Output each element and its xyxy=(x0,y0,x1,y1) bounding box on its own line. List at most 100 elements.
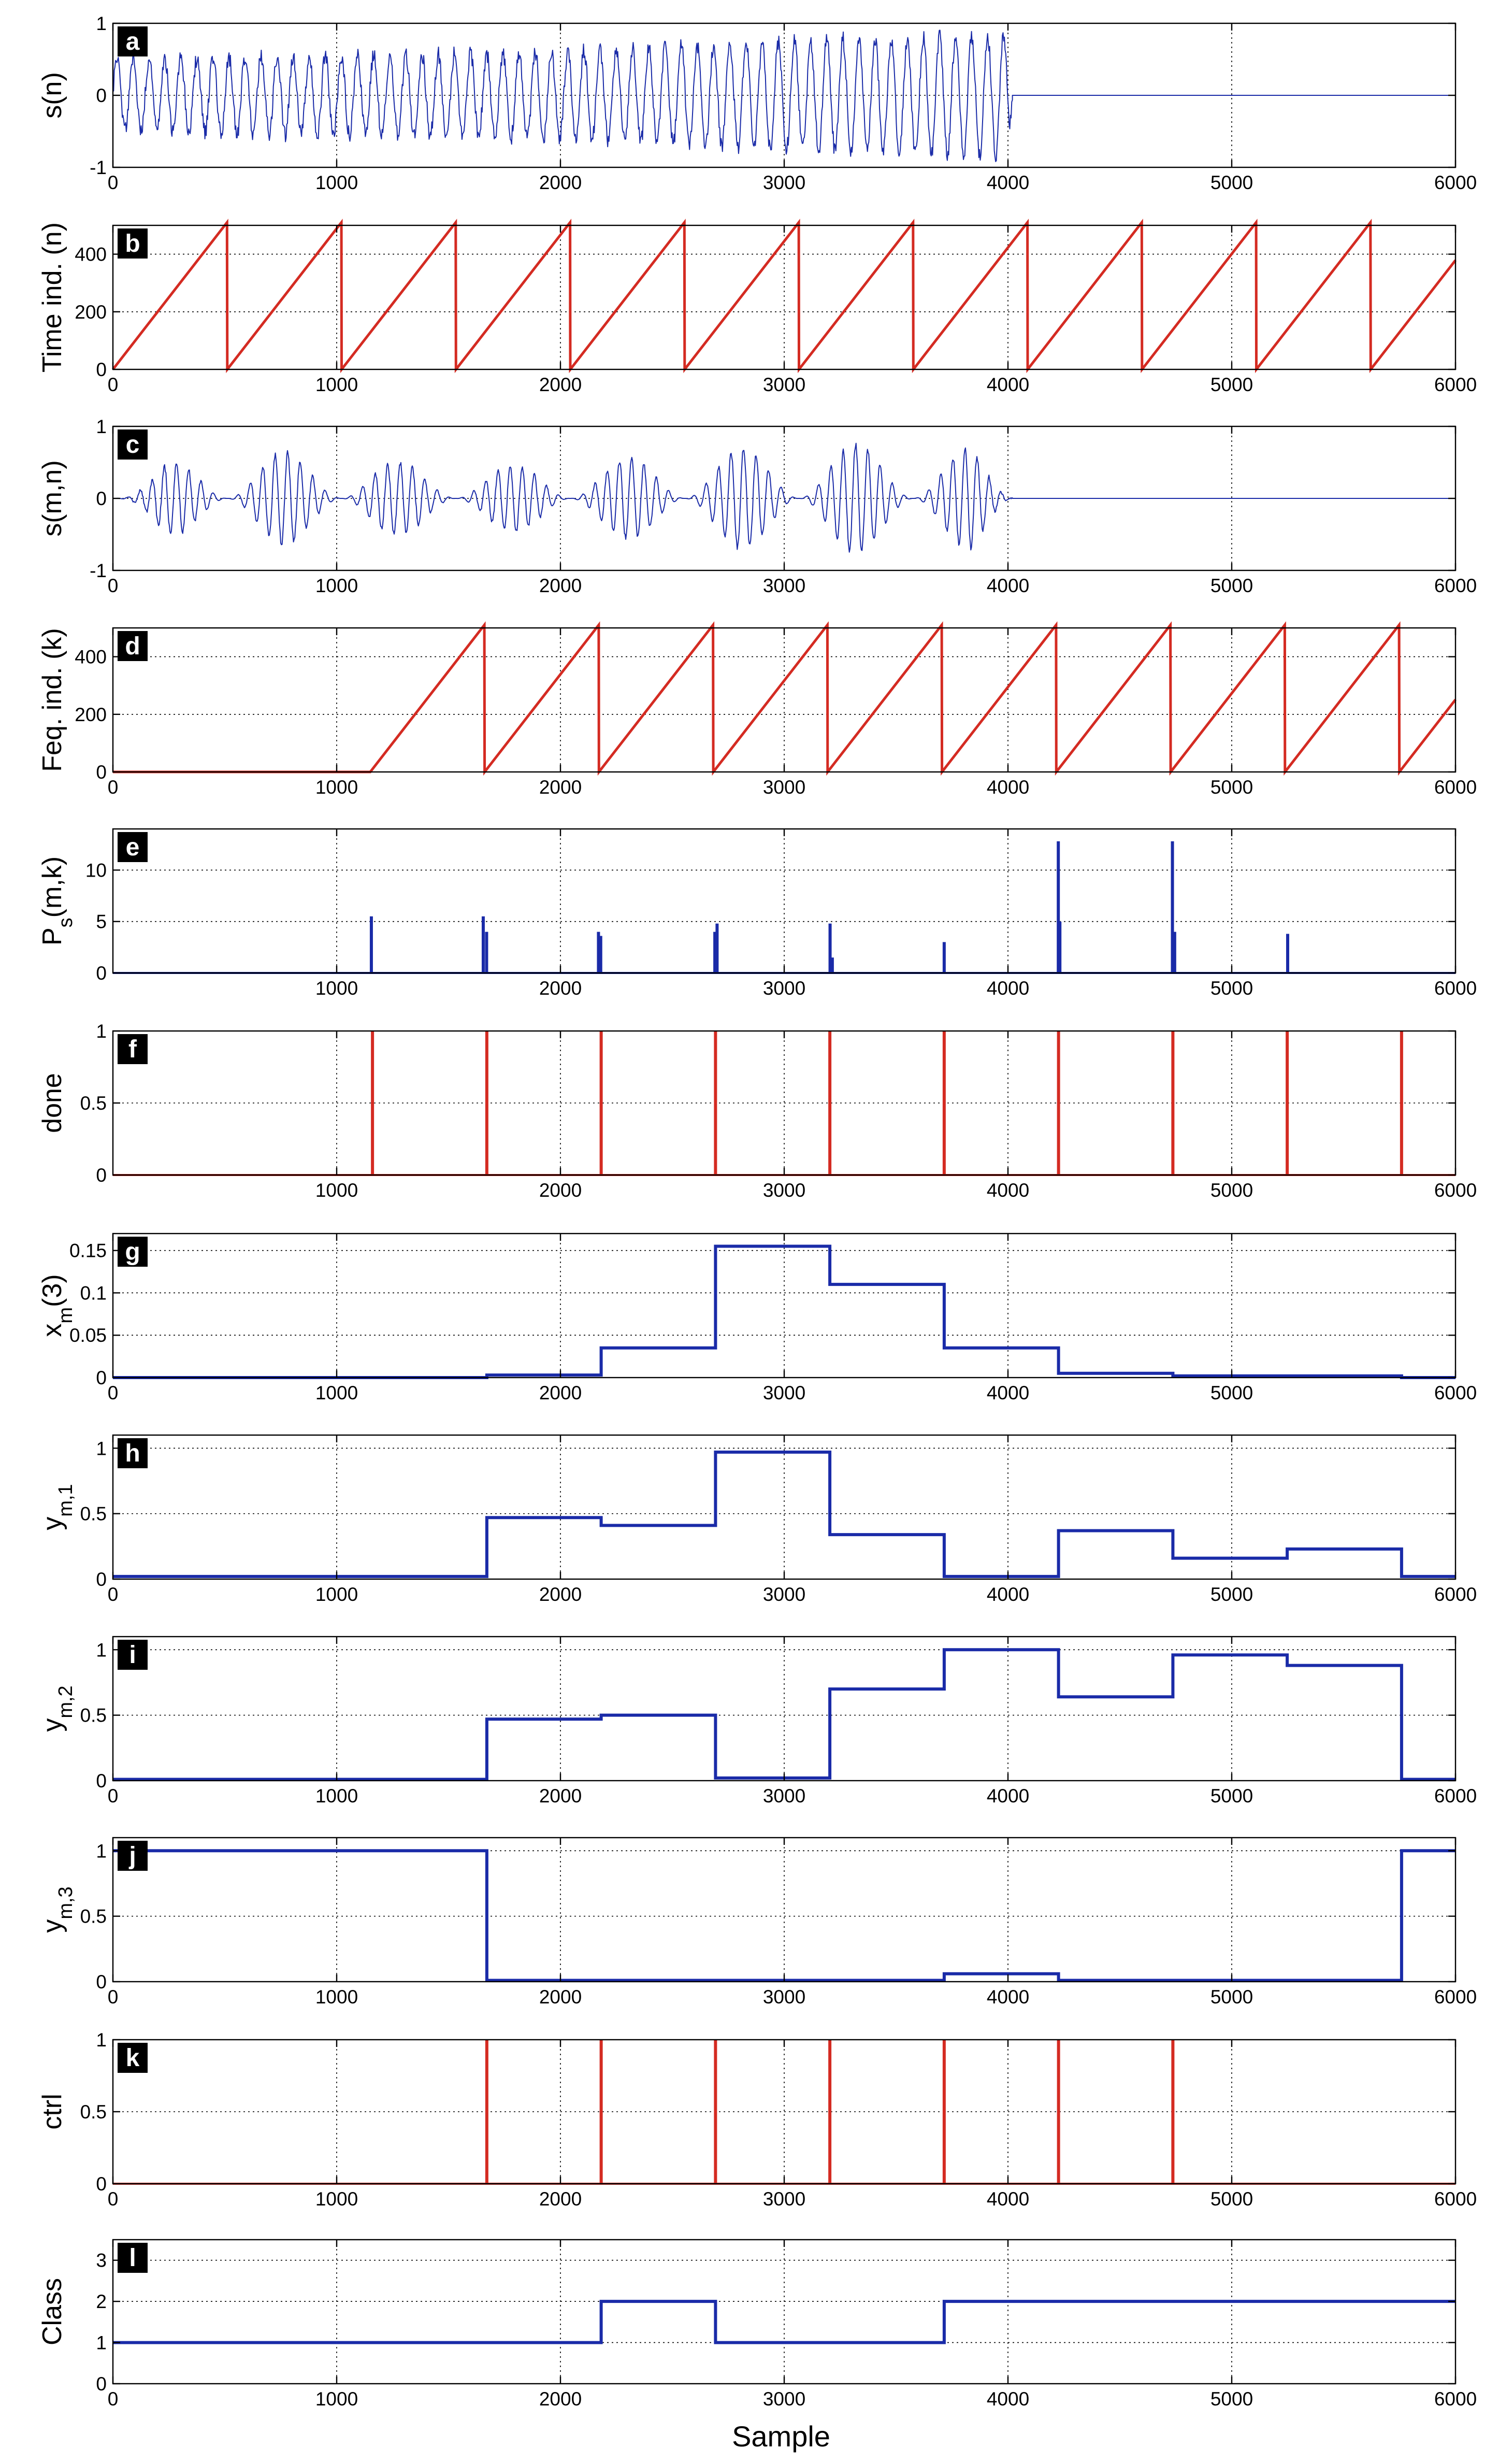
panel-d: 0 1000 2000 3000 4000 5000 6000 0 200 400 Feq. ind… xyxy=(37,621,1477,798)
step-line-i xyxy=(113,1648,1455,1781)
x-tick-label-a: 2000 xyxy=(539,172,582,193)
y-tick-label-e: 10 xyxy=(85,859,107,881)
step-line-j xyxy=(113,1849,1455,1982)
grid-h xyxy=(113,1435,1455,1579)
panel-badge-k xyxy=(118,2043,148,2073)
ticks-c xyxy=(112,425,1457,571)
panel-badge-h xyxy=(118,1438,148,1468)
ticks-l xyxy=(112,2240,1457,2385)
panel-label-f: f xyxy=(128,1036,137,1063)
x-tick-label-f: 6000 xyxy=(1434,1180,1477,1201)
signal-line-c xyxy=(113,442,1455,553)
x-tick-label-c: 0 xyxy=(108,575,119,596)
y-tick-label-d: 400 xyxy=(75,647,107,668)
y-tick-label-i: 1 xyxy=(96,1639,107,1660)
x-tick-label-d: 3000 xyxy=(763,777,805,798)
x-tick-label-a: 5000 xyxy=(1210,172,1253,193)
y-tick-label-b: 200 xyxy=(75,302,107,323)
y-axis-title-k: ctrl xyxy=(37,2094,67,2129)
x-tick-label-a: 6000 xyxy=(1434,172,1477,193)
x-tick-label-c: 6000 xyxy=(1434,575,1477,596)
x-tick-label-d: 5000 xyxy=(1210,777,1253,798)
x-tick-label-b: 4000 xyxy=(987,374,1029,395)
panel-badge-f xyxy=(118,1034,148,1064)
y-tick-label-j: 0 xyxy=(96,1971,107,1993)
series-line-b xyxy=(112,219,1457,374)
panel-badge-e xyxy=(118,832,148,862)
x-tick-label-i: 1000 xyxy=(315,1785,358,1807)
panel-label-b: b xyxy=(125,230,140,257)
y-axis-title-f: done xyxy=(37,1073,67,1133)
panel-f: 1000 2000 3000 4000 5000 6000 0 0.5 1 done f xyxy=(37,1021,1477,1201)
y-tick-label-k: 0 xyxy=(96,2173,107,2195)
x-tick-label-i: 0 xyxy=(108,1785,119,1807)
panel-l: 0 1000 2000 3000 4000 5000 6000 0 1 2 3 Class l xyxy=(37,2239,1477,2410)
x-tick-label-j: 2000 xyxy=(539,1986,582,2008)
x-tick-label-a: 1000 xyxy=(315,172,358,193)
x-tick-label-g: 1000 xyxy=(315,1382,358,1403)
x-tick-label-e: 1000 xyxy=(315,978,358,999)
x-tick-label-f: 4000 xyxy=(987,1180,1029,1201)
x-tick-label-c: 5000 xyxy=(1210,575,1253,596)
x-tick-label-b: 3000 xyxy=(763,374,805,395)
ticks-j xyxy=(112,1838,1457,1983)
x-tick-label-j: 5000 xyxy=(1210,1986,1253,2008)
y-tick-label-a: 0 xyxy=(96,85,107,106)
x-tick-label-b: 0 xyxy=(108,374,119,395)
panel-badge-j xyxy=(118,1841,148,1871)
x-tick-label-k: 1000 xyxy=(315,2188,358,2210)
panel-label-l: l xyxy=(129,2244,136,2272)
y-axis-title-h: ym,1 xyxy=(37,1484,77,1530)
x-tick-label-l: 5000 xyxy=(1210,2388,1253,2410)
y-tick-label-a: -1 xyxy=(90,157,107,178)
ticks-f xyxy=(113,1030,1457,1176)
x-tick-label-a: 3000 xyxy=(763,172,805,193)
panel-k: 0 1000 2000 3000 4000 5000 6000 0 0.5 1 ctrl k xyxy=(37,2029,1477,2210)
y-tick-label-h: 0 xyxy=(96,1569,107,1590)
grid-d xyxy=(113,628,1455,772)
y-tick-label-i: 0 xyxy=(96,1770,107,1792)
x-tick-label-d: 6000 xyxy=(1434,777,1477,798)
x-tick-label-c: 1000 xyxy=(315,575,358,596)
x-tick-label-h: 6000 xyxy=(1434,1584,1477,1605)
grid-f xyxy=(113,1031,1455,1175)
x-tick-label-h: 3000 xyxy=(763,1584,805,1605)
y-tick-label-l: 2 xyxy=(96,2291,107,2312)
x-tick-label-g: 3000 xyxy=(763,1382,805,1403)
x-tick-label-b: 5000 xyxy=(1210,374,1253,395)
y-axis-title-a: s(n) xyxy=(37,72,67,119)
panel-badge-a xyxy=(118,26,148,56)
panel-label-c: c xyxy=(126,431,140,459)
x-tick-label-l: 2000 xyxy=(539,2388,582,2410)
y-tick-label-e: 0 xyxy=(96,963,107,984)
panel-h: 0 1000 2000 3000 4000 5000 6000 0 0.5 1 ym,1 h xyxy=(37,1434,1477,1605)
x-axis-title: Sample xyxy=(732,2420,830,2453)
x-tick-label-i: 6000 xyxy=(1434,1785,1477,1807)
x-tick-label-l: 4000 xyxy=(987,2388,1029,2410)
x-tick-label-l: 3000 xyxy=(763,2388,805,2410)
ticks-k xyxy=(112,2039,1457,2185)
y-tick-label-j: 1 xyxy=(96,1840,107,1861)
y-tick-label-d: 200 xyxy=(75,704,107,725)
y-axis-title-i: ym,2 xyxy=(37,1685,77,1731)
x-tick-label-g: 0 xyxy=(108,1382,119,1403)
y-axis-title-e: Ps(m,k) xyxy=(37,856,77,946)
panel-label-d: d xyxy=(125,633,140,660)
x-tick-label-f: 5000 xyxy=(1210,1180,1253,1201)
panel-label-k: k xyxy=(126,2044,140,2072)
x-tick-label-d: 4000 xyxy=(987,777,1029,798)
x-tick-label-h: 5000 xyxy=(1210,1584,1253,1605)
x-tick-label-l: 6000 xyxy=(1434,2388,1477,2410)
x-tick-label-j: 1000 xyxy=(315,1986,358,2008)
x-tick-label-f: 2000 xyxy=(539,1180,582,1201)
y-tick-label-b: 400 xyxy=(75,244,107,265)
y-tick-label-h: 0.5 xyxy=(80,1503,107,1525)
y-axis-title-l: Class xyxy=(37,2278,67,2345)
panel-label-h: h xyxy=(125,1440,140,1467)
x-tick-label-h: 1000 xyxy=(315,1584,358,1605)
grid-g xyxy=(113,1234,1455,1378)
y-tick-label-b: 0 xyxy=(96,359,107,380)
